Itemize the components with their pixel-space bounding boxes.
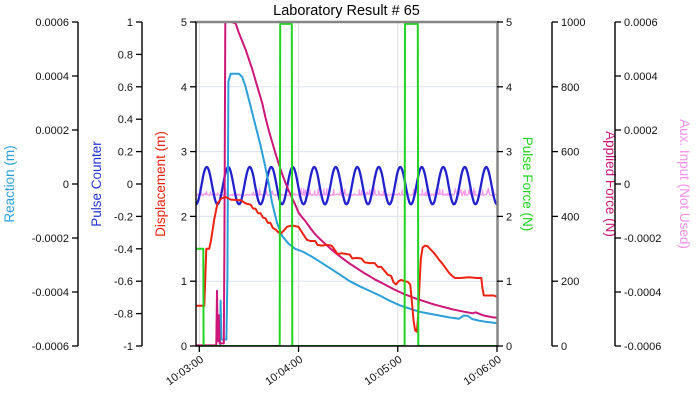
axis-displacement-tick-label: 5 (181, 17, 187, 29)
series-pulse_force (196, 22, 497, 346)
axis-pulse_counter-tick-label: -0.2 (114, 211, 133, 223)
plot-border (195, 20, 499, 347)
axis-pulse_force-title: Pulse Force (N) (520, 137, 535, 232)
x-axis-tick-label: 10:05:00 (363, 354, 405, 388)
axis-applied_force-title: Applied Force (N) (603, 131, 618, 237)
axis-pulse_counter-tick-label: 0.6 (118, 82, 133, 94)
axis-pulse_counter-tick-label: -0.8 (114, 309, 133, 321)
x-axis-tick-label: 10:03:00 (164, 354, 206, 388)
series-layer (196, 22, 497, 346)
axis-reaction-tick-label: 0.0006 (35, 17, 69, 29)
axis-aux_input-tick-label: 0 (624, 179, 630, 191)
x-axis-tick-label: 10:04:00 (263, 354, 305, 388)
axis-aux_input-tick-label: 0.0004 (624, 71, 658, 83)
axis-pulse_force-tick-label: 5 (506, 17, 512, 29)
axis-aux_input-tick-label: -0.0006 (624, 341, 661, 353)
axis-pulse_counter-tick-label: 0.4 (118, 114, 133, 126)
axis-aux_input-tick-label: -0.0002 (624, 233, 661, 245)
axis-reaction-tick-label: -0.0004 (32, 287, 69, 299)
axis-pulse_force: 5 4 3 2 1 0 Pulse Force (N) (497, 17, 535, 353)
series-displacement (196, 196, 497, 333)
axis-aux_input-tick-label: 0.0006 (624, 17, 658, 29)
axis-applied_force-tick-label: 1000 (561, 17, 585, 29)
axis-aux_input-title: Aux. Input (Not Used) (677, 119, 692, 249)
x-axis-tick-label: 10:06:00 (462, 354, 504, 388)
axis-pulse_counter-title: Pulse Counter (89, 141, 104, 227)
axis-displacement-tick-label: 1 (181, 276, 187, 288)
series-aux_input (196, 187, 497, 197)
x-axis: 10:03:00 10:04:00 10:05:00 10:06:00 (164, 346, 504, 388)
chart-title: Laboratory Result # 65 (273, 3, 420, 19)
axis-reaction-tick-label: 0.0002 (35, 125, 69, 137)
axis-displacement-tick-label: 3 (181, 147, 187, 159)
axis-applied_force-tick-label: 400 (561, 211, 579, 223)
gridlines (196, 22, 498, 346)
axis-pulse_force-tick-label: 1 (506, 276, 512, 288)
series-applied_force (196, 22, 497, 346)
axis-reaction-tick-label: 0 (63, 179, 69, 191)
axis-aux_input-tick-label: -0.0004 (624, 287, 661, 299)
axis-pulse_counter-tick-label: -0.6 (114, 276, 133, 288)
axis-displacement-tick-label: 0 (181, 341, 187, 353)
axis-pulse_force-tick-label: 4 (506, 82, 512, 94)
series-reaction (196, 72, 497, 346)
axis-displacement: 5 4 3 2 1 0 Displacement (m) (153, 17, 196, 353)
axis-pulse_counter-tick-label: 1 (127, 17, 133, 29)
axis-aux_input: 0.0006 0.0004 0.0002 0 -0.0002 -0.0004 -0.0006… (614, 17, 692, 353)
axis-aux_input-tick-label: 0.0002 (624, 125, 658, 137)
axis-reaction-tick-label: -0.0006 (32, 341, 69, 353)
axis-reaction-tick-label: 0.0004 (35, 71, 69, 83)
axis-pulse_counter-tick-label: -0.4 (114, 244, 133, 256)
axis-pulse_counter-tick-label: 0.2 (118, 147, 133, 159)
axis-pulse_counter-tick-label: 0.8 (118, 49, 133, 61)
series-pulse_counter (196, 165, 497, 206)
axis-applied_force-tick-label: 600 (561, 147, 579, 159)
axis-pulse_counter: 1 0.8 0.6 0.4 0.2 0 -0.2 -0.4 -0.6 -0.8 -1 Pulse Co… (89, 17, 143, 353)
axis-pulse_counter-tick-label: 0 (127, 179, 133, 191)
axis-displacement-tick-label: 2 (181, 211, 187, 223)
axis-displacement-title: Displacement (m) (153, 131, 168, 237)
axis-applied_force-tick-label: 0 (561, 341, 567, 353)
axis-pulse_force-tick-label: 2 (506, 211, 512, 223)
axis-applied_force: 1000 800 600 400 200 0 Applied Force (N) (551, 17, 618, 353)
axis-reaction-tick-label: -0.0002 (32, 233, 69, 245)
axis-reaction-title: Reaction (m) (2, 145, 17, 222)
axis-applied_force-tick-label: 200 (561, 276, 579, 288)
axis-displacement-tick-label: 4 (181, 82, 187, 94)
axis-pulse_force-tick-label: 3 (506, 147, 512, 159)
axis-reaction: 0.0006 0.0004 0.0002 0 -0.0002 -0.0004 -0.0006… (2, 17, 79, 353)
axis-applied_force-tick-label: 800 (561, 82, 579, 94)
axis-pulse_force-tick-label: 0 (506, 341, 512, 353)
axis-pulse_counter-tick-label: -1 (123, 341, 133, 353)
